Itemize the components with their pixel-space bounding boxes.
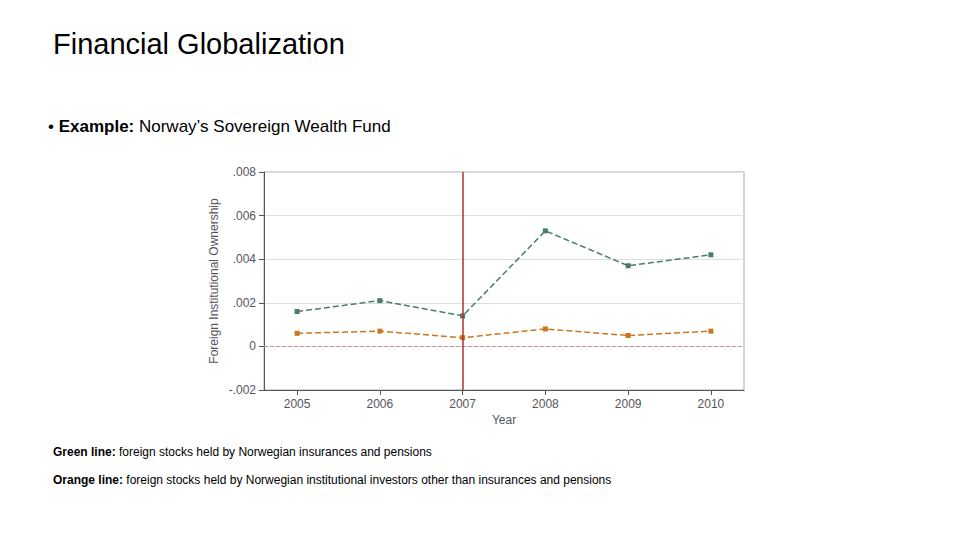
svg-text:.006: .006 — [233, 209, 257, 223]
svg-text:2010: 2010 — [698, 397, 725, 411]
svg-text:Norway’s Sovereign Wealth Fund: Norway’s Sovereign Wealth Fund — [134, 117, 390, 136]
svg-text:2008: 2008 — [532, 397, 559, 411]
svg-text:.008: .008 — [233, 165, 257, 179]
svg-text:0: 0 — [249, 339, 256, 353]
svg-text:.002: .002 — [233, 296, 257, 310]
svg-text:foreign stocks held by Norwegi: foreign stocks held by Norwegian insuran… — [116, 445, 432, 459]
svg-text:2009: 2009 — [615, 397, 642, 411]
svg-text:Financial Globalization: Financial Globalization — [53, 28, 345, 60]
svg-text:Orange line:: Orange line: — [53, 473, 123, 487]
svg-text:Foreign Institutional Ownershi: Foreign Institutional Ownership — [207, 198, 221, 364]
svg-text:Green line:: Green line: — [53, 445, 116, 459]
svg-text:.004: .004 — [233, 252, 257, 266]
svg-text:2005: 2005 — [284, 397, 311, 411]
svg-text:2007: 2007 — [449, 397, 476, 411]
svg-text:•: • — [48, 117, 59, 136]
svg-text:Year: Year — [492, 413, 516, 427]
svg-text:-.002: -.002 — [229, 383, 257, 397]
svg-text:2006: 2006 — [367, 397, 394, 411]
svg-text:Example:: Example: — [59, 117, 135, 136]
svg-text:foreign stocks held by Norwegi: foreign stocks held by Norwegian institu… — [123, 473, 611, 487]
